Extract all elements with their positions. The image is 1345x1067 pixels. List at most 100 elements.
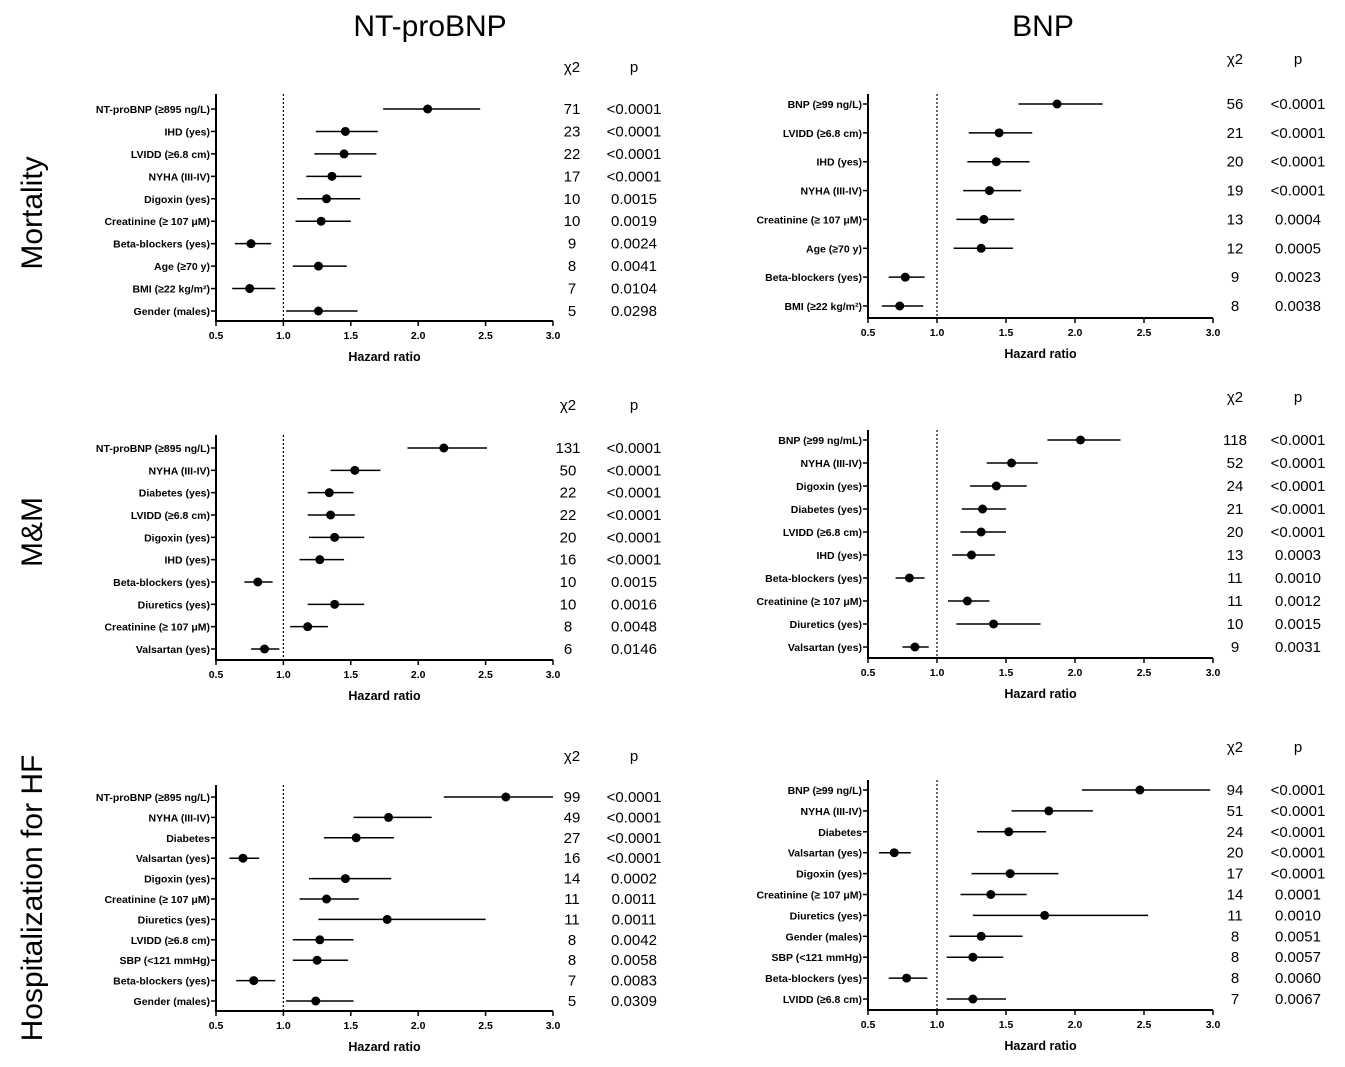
category-label: Diabetes (yes) [791, 504, 862, 516]
hazard-ratio-point [1007, 458, 1017, 468]
chi2-value: 71 [564, 101, 581, 118]
category-label: LVIDD (≥6.8 cm) [131, 149, 210, 161]
hazard-ratio-point [245, 284, 255, 294]
hazard-ratio-point [313, 306, 323, 316]
category-label: Diuretics (yes) [138, 599, 210, 611]
chi2-value: 23 [564, 123, 581, 140]
forest-panel-1: 0.5 1.0 1.5 2.0 2.5 3.0 Hazard ratio χ2 p NT-proB… [96, 59, 661, 364]
p-value: <0.0001 [607, 789, 662, 806]
chi2-header: χ2 [564, 748, 580, 765]
x-tick-label: 2.5 [478, 1020, 493, 1032]
chi2-value: 14 [564, 871, 581, 888]
x-tick-label: 2.5 [478, 669, 493, 681]
p-value: <0.0001 [607, 462, 662, 479]
chi2-value: 13 [1227, 211, 1244, 228]
p-value: 0.0038 [1275, 298, 1321, 315]
x-tick-label: 0.5 [861, 667, 876, 679]
p-value: <0.0001 [607, 830, 662, 847]
column-title-bnp: BNP [1012, 10, 1074, 43]
hazard-ratio-point [991, 157, 1001, 167]
x-tick-label: 3.0 [546, 1020, 561, 1032]
x-tick-label: 2.5 [478, 330, 493, 342]
x-tick-label: 1.5 [343, 330, 358, 342]
p-value: 0.0058 [611, 952, 657, 969]
chi2-value: 14 [1227, 887, 1244, 904]
x-tick-label: 2.0 [411, 1020, 426, 1032]
chi2-value: 7 [568, 973, 576, 990]
chi2-value: 21 [1227, 501, 1244, 518]
category-label: Valsartan (yes) [788, 848, 862, 860]
category-label: NT-proBNP (≥895 ng/L) [96, 792, 210, 804]
chi2-value: 11 [564, 891, 580, 908]
p-value: <0.0001 [607, 146, 662, 163]
category-label: IHD (yes) [816, 550, 862, 562]
hazard-ratio-point [384, 812, 394, 822]
p-value: <0.0001 [607, 168, 662, 185]
p-value: 0.0057 [1275, 949, 1321, 966]
p-value: <0.0001 [1271, 501, 1326, 518]
chi2-value: 9 [1231, 639, 1239, 656]
hazard-ratio-point [984, 186, 994, 196]
hazard-ratio-point [986, 890, 996, 899]
hazard-ratio-point [1005, 869, 1015, 879]
hazard-ratio-point [423, 104, 433, 114]
p-value: <0.0001 [607, 440, 662, 457]
hazard-ratio-point [889, 848, 899, 858]
category-label: BNP (≥99 ng/L) [788, 99, 862, 111]
p-value: 0.0298 [611, 303, 657, 320]
x-tick-label: 3.0 [1206, 327, 1221, 339]
category-label: Gender (males) [134, 306, 210, 318]
hazard-ratio-point [340, 126, 350, 136]
p-value: <0.0001 [607, 552, 662, 569]
x-tick-label: 2.5 [1137, 1019, 1152, 1031]
p-value: <0.0001 [607, 529, 662, 546]
p-value: <0.0001 [1271, 125, 1326, 142]
chi2-value: 10 [1227, 616, 1244, 633]
hazard-ratio-point [1044, 806, 1054, 816]
chi2-header: χ2 [1227, 51, 1243, 68]
forest-panel-3: 0.5 1.0 1.5 2.0 2.5 3.0 Hazard ratio χ2 p NT-proB… [96, 397, 661, 703]
x-tick-label: 1.5 [343, 1020, 358, 1032]
x-tick-label: 0.5 [209, 669, 224, 681]
hazard-ratio-point [324, 488, 334, 498]
chi2-value: 9 [568, 236, 576, 253]
x-axis-label: Hazard ratio [348, 350, 421, 364]
chi2-value: 10 [564, 191, 581, 208]
p-value: 0.0083 [611, 973, 657, 990]
category-label: LVIDD (≥6.8 cm) [131, 510, 210, 522]
row-title-hospitalization: Hospitalization for HF [16, 755, 49, 1042]
category-label: IHD (yes) [164, 126, 210, 138]
chi2-value: 8 [1231, 949, 1239, 966]
p-value: 0.0067 [1275, 991, 1321, 1008]
chi2-value: 8 [1231, 970, 1239, 987]
hazard-ratio-point [439, 443, 449, 453]
chi2-value: 7 [1231, 991, 1239, 1008]
hazard-ratio-point [910, 642, 920, 652]
chi2-value: 24 [1227, 824, 1244, 841]
category-label: Diuretics (yes) [790, 619, 862, 631]
p-value: 0.0010 [1275, 907, 1321, 924]
chi2-value: 20 [1227, 845, 1244, 862]
p-value: <0.0001 [1271, 455, 1326, 472]
p-header: p [1294, 739, 1302, 756]
hazard-ratio-point [249, 976, 259, 986]
category-label: Beta-blockers (yes) [113, 239, 210, 251]
category-label: IHD (yes) [164, 555, 210, 567]
chi2-value: 11 [1227, 570, 1243, 587]
p-value: 0.0024 [611, 236, 657, 253]
x-tick-label: 1.0 [276, 669, 291, 681]
p-value: <0.0001 [607, 850, 662, 867]
p-value: 0.0012 [1275, 593, 1321, 610]
p-header: p [1294, 51, 1302, 68]
hazard-ratio-point [339, 149, 349, 159]
p-value: 0.0010 [1275, 570, 1321, 587]
p-value: <0.0001 [1271, 183, 1326, 200]
category-label: NYHA (III-IV) [149, 465, 210, 477]
chi2-value: 5 [568, 303, 576, 320]
category-label: LVIDD (≥6.8 cm) [131, 935, 210, 947]
hazard-ratio-point [350, 465, 360, 475]
x-tick-label: 1.0 [930, 327, 945, 339]
x-axis-label: Hazard ratio [348, 689, 421, 703]
category-label: Beta-blockers (yes) [113, 976, 210, 988]
